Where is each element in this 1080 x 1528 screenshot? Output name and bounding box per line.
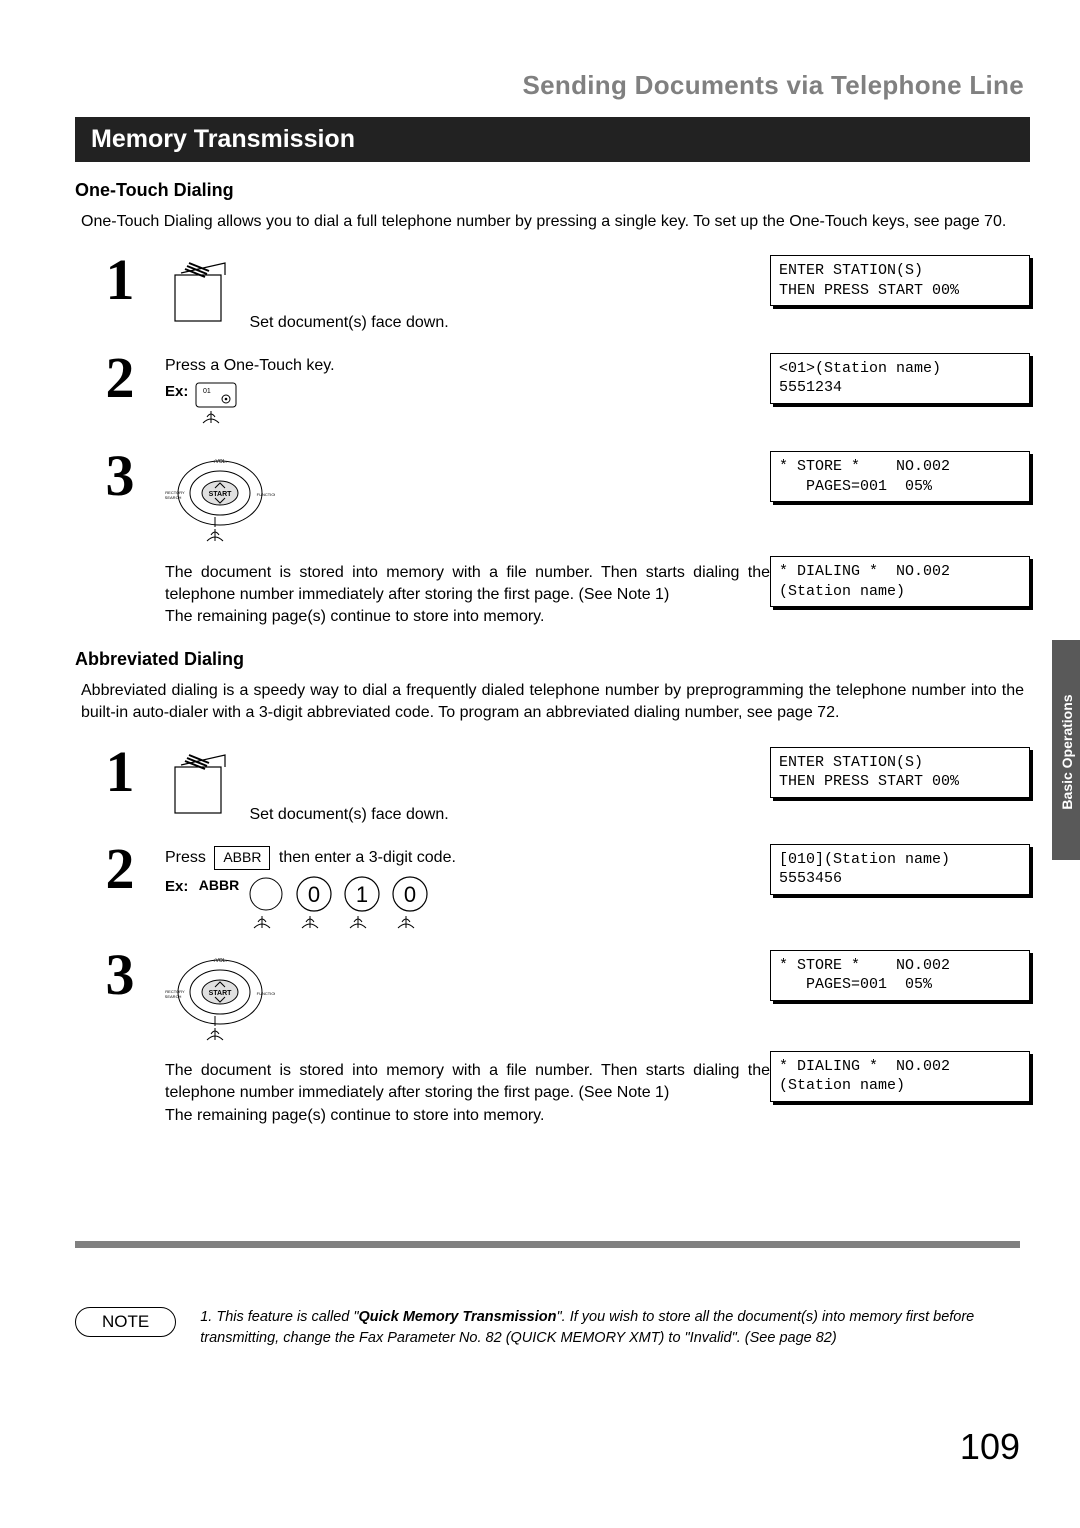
side-tab-label: Basic Operations <box>1059 687 1075 817</box>
svg-text:0: 0 <box>308 882 320 907</box>
step-row: 2 Press ABBR then enter a 3-digit code. … <box>75 840 1030 932</box>
memory-transmission-bar: Memory Transmission <box>75 117 1030 162</box>
ex-label: Ex: <box>165 878 188 895</box>
svg-text:1: 1 <box>356 882 368 907</box>
step-number: 1 <box>75 743 165 801</box>
step-number: 2 <box>75 840 165 898</box>
step-number: 3 <box>75 946 165 1004</box>
step-row: 3 START ↕VOL. DIRECTORY SEARCH FUNCTION <box>75 447 1030 629</box>
page-number: 109 <box>960 1426 1020 1468</box>
svg-text:SEARCH: SEARCH <box>165 495 181 500</box>
lcd-display: * DIALING * NO.002 (Station name) <box>770 1051 1030 1102</box>
start-dial-icon: START ↕VOL. DIRECTORY SEARCH FUNCTION <box>165 952 770 1054</box>
abbr-key-icon <box>244 878 292 895</box>
abbr-label: ABBR <box>199 877 239 893</box>
step-number: 1 <box>75 251 165 309</box>
step-text: Press a One-Touch key. <box>165 355 770 377</box>
svg-text:SEARCH: SEARCH <box>165 994 181 999</box>
svg-text:START: START <box>209 491 233 498</box>
start-dial-icon: START ↕VOL. DIRECTORY SEARCH FUNCTION <box>165 453 770 555</box>
step-row: 1 Set document(s) face down. ENTER STATI… <box>75 251 1030 334</box>
abbr-key: ABBR <box>214 846 270 870</box>
step-number: 3 <box>75 447 165 505</box>
step-row: 1 Set document(s) face down. ENTER STATI… <box>75 743 1030 826</box>
svg-text:0: 0 <box>404 882 416 907</box>
lcd-display: * STORE * NO.002 PAGES=001 05% <box>770 451 1030 502</box>
note-badge: NOTE <box>75 1307 176 1337</box>
abbrev-intro: Abbreviated dialing is a speedy way to d… <box>81 680 1024 725</box>
section-title: Sending Documents via Telephone Line <box>75 70 1030 101</box>
step-caption: Set document(s) face down. <box>249 804 448 826</box>
svg-text:START: START <box>209 990 233 997</box>
abbrev-heading: Abbreviated Dialing <box>75 649 1030 670</box>
svg-text:FUNCTION: FUNCTION <box>257 492 275 497</box>
lcd-display: * DIALING * NO.002 (Station name) <box>770 556 1030 607</box>
step-text: The document is stored into memory with … <box>165 1060 770 1127</box>
lcd-display: <01>(Station name) 5551234 <box>770 353 1030 404</box>
divider <box>75 1241 1020 1248</box>
step-row: 2 Press a One-Touch key. Ex: 01 <01>(Sta… <box>75 349 1030 433</box>
note-text: 1. This feature is called "Quick Memory … <box>200 1307 1020 1348</box>
note-row: NOTE 1. This feature is called "Quick Me… <box>75 1307 1020 1348</box>
document-feed-icon <box>165 749 235 826</box>
lcd-display: ENTER STATION(S) THEN PRESS START 00% <box>770 747 1030 798</box>
one-touch-intro: One-Touch Dialing allows you to dial a f… <box>81 211 1024 233</box>
lcd-display: * STORE * NO.002 PAGES=001 05% <box>770 950 1030 1001</box>
svg-text:↕VOL.: ↕VOL. <box>213 958 227 964</box>
digit-keys: 010 <box>292 878 436 895</box>
ex-label: Ex: <box>165 383 188 400</box>
digit-key-icon: 0 <box>388 878 436 895</box>
step-caption: Set document(s) face down. <box>249 312 448 334</box>
side-tab: Basic Operations <box>1052 640 1080 860</box>
step-text: The document is stored into memory with … <box>165 562 770 629</box>
document-feed-icon <box>165 257 235 334</box>
one-touch-key-icon: 01 <box>193 383 243 400</box>
step-text: Press ABBR then enter a 3-digit code. <box>165 846 770 870</box>
digit-key-icon: 1 <box>340 878 388 895</box>
one-touch-heading: One-Touch Dialing <box>75 180 1030 201</box>
svg-text:01: 01 <box>203 388 211 395</box>
lcd-display: [010](Station name) 5553456 <box>770 844 1030 895</box>
step-row: 3 START ↕VOL. DIRECTORY SEARCH FUNCTION <box>75 946 1030 1128</box>
lcd-display: ENTER STATION(S) THEN PRESS START 00% <box>770 255 1030 306</box>
svg-text:↕VOL.: ↕VOL. <box>213 459 227 465</box>
digit-key-icon: 0 <box>292 878 340 895</box>
svg-text:FUNCTION: FUNCTION <box>257 991 275 996</box>
step-number: 2 <box>75 349 165 407</box>
